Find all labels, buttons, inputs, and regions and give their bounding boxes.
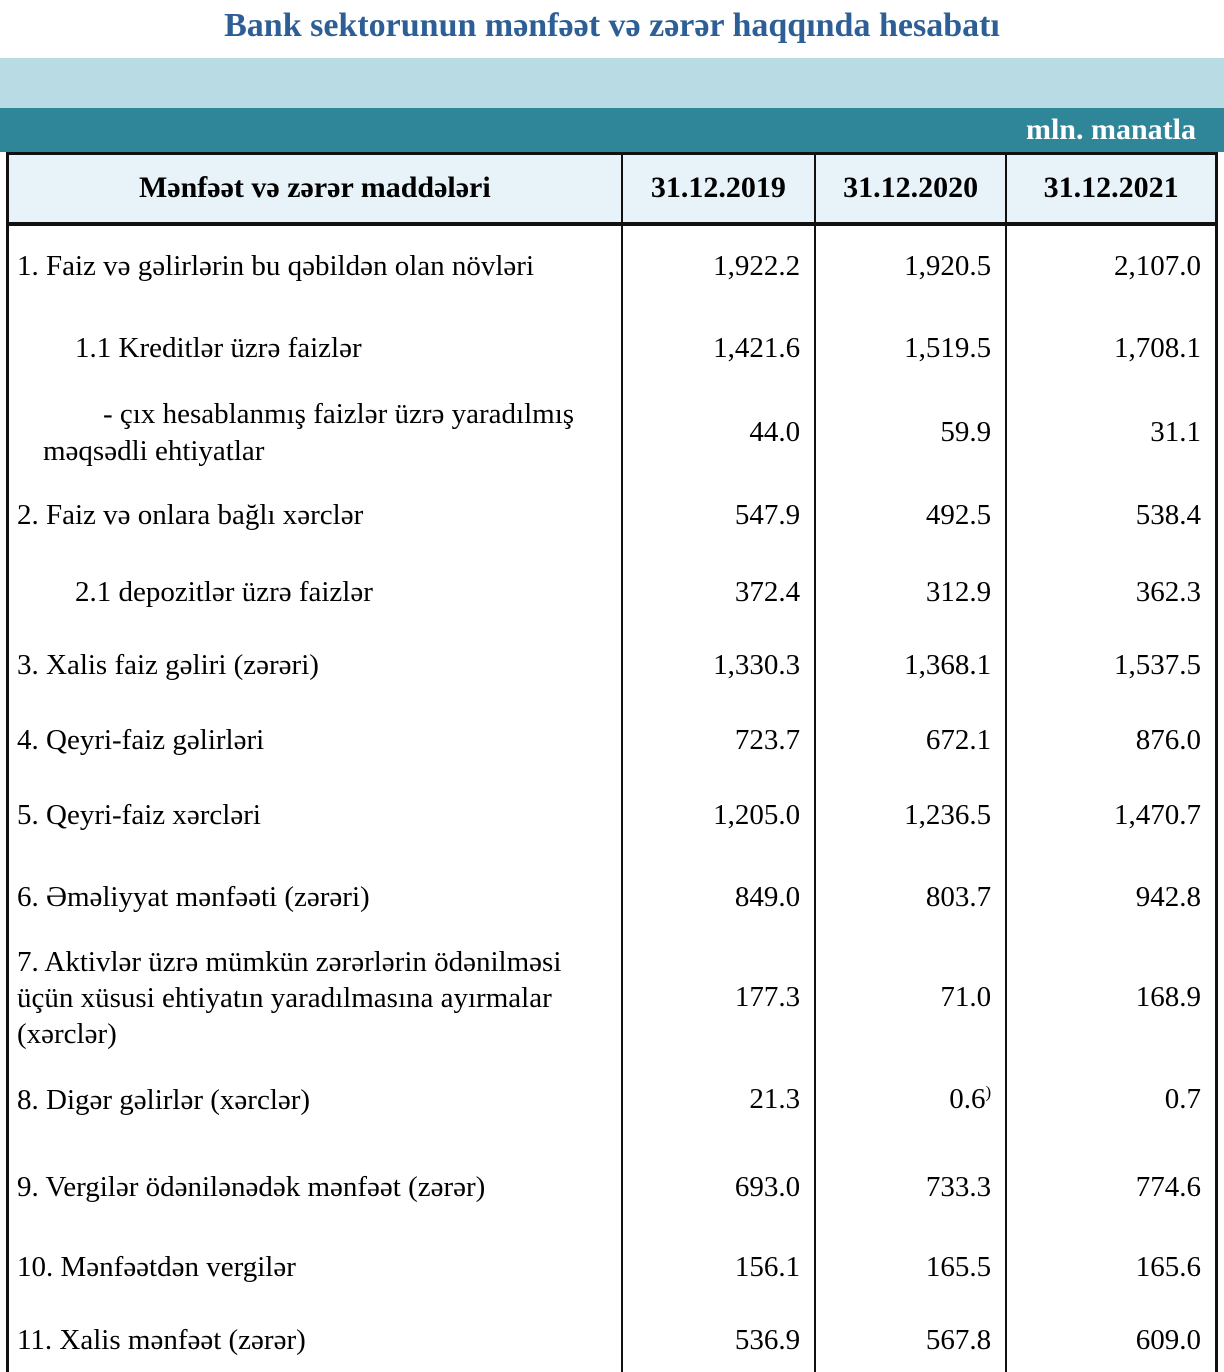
value-cell: 1,922.2	[620, 223, 817, 307]
value-cell: 1,421.6	[620, 306, 817, 390]
table-row: 1. Faiz və gəlirlərin bu qəbildən olan n…	[6, 223, 1218, 307]
header-col-2021: 31.12.2021	[1005, 152, 1218, 226]
value-cell: 168.9	[1005, 942, 1218, 1054]
value-cell: 156.1	[620, 1228, 817, 1307]
value-cell: 942.8	[1005, 852, 1218, 943]
value-cell: 1,470.7	[1005, 778, 1218, 853]
value-cell: 31.1	[1005, 389, 1218, 476]
value-cell: 177.3	[620, 942, 817, 1054]
row-label: 3. Xalis faiz gəliri (zərəri)	[6, 628, 623, 703]
row-label: - çıx hesablanmış faizlər üzrə yaradılmı…	[6, 389, 623, 476]
table-row: 1.1 Kreditlər üzrə faizlər 1,421.6 1,519.5…	[6, 306, 1218, 390]
header-label: Mənfəət və zərər maddələri	[6, 152, 623, 226]
value-cell: 672.1	[814, 702, 1008, 779]
table-row: - çıx hesablanmış faizlər üzrə yaradılmı…	[6, 389, 1218, 476]
value-cell: 2,107.0	[1005, 223, 1218, 307]
row-label: 1.1 Kreditlər üzrə faizlər	[6, 306, 623, 390]
value-cell: 0.7	[1005, 1053, 1218, 1147]
table-row: 10. Mənfəətdən vergilər 156.1 165.5 165.6	[6, 1228, 1218, 1307]
row-label: 9. Vergilər ödənilənədək mənfəət (zərər)	[6, 1146, 623, 1229]
row-label: 4. Qeyri-faiz gəlirləri	[6, 702, 623, 779]
value-cell: 312.9	[814, 555, 1008, 629]
table-body: 1. Faiz və gəlirlərin bu qəbildən olan n…	[6, 223, 1218, 1372]
table-row: 7. Aktivlər üzrə mümkün zərərlərin ödəni…	[6, 942, 1218, 1054]
value-cell: 723.7	[620, 702, 817, 779]
table-row: 6. Əməliyyat mənfəəti (zərəri) 849.0 803.7…	[6, 852, 1218, 943]
value-cell: 1,708.1	[1005, 306, 1218, 390]
row-label: 5. Qeyri-faiz xərcləri	[6, 778, 623, 853]
value-cell: 774.6	[1005, 1146, 1218, 1229]
value-cell: 609.0	[1005, 1306, 1218, 1372]
row-label: 10. Mənfəətdən vergilər	[6, 1228, 623, 1307]
value-cell: 21.3	[620, 1053, 817, 1147]
decorative-band	[0, 58, 1224, 108]
report-table: Mənfəət və zərər maddələri 31.12.2019 31…	[6, 152, 1218, 1372]
value-cell: 803.7	[814, 852, 1008, 943]
table-row: 5. Qeyri-faiz xərcləri 1,205.0 1,236.5 1,47…	[6, 778, 1218, 853]
row-label: 1. Faiz və gəlirlərin bu qəbildən olan n…	[6, 223, 623, 307]
table-row: 11. Xalis mənfəət (zərər) 536.9 567.8 609.0	[6, 1306, 1218, 1372]
value-cell: 547.9	[620, 475, 817, 556]
value-cell: 536.9	[620, 1306, 817, 1372]
value-cell: 1,236.5	[814, 778, 1008, 853]
row-label: 6. Əməliyyat mənfəəti (zərəri)	[6, 852, 623, 943]
header-row: Mənfəət və zərər maddələri 31.12.2019 31…	[6, 152, 1218, 226]
value-cell: 538.4	[1005, 475, 1218, 556]
row-label: 7. Aktivlər üzrə mümkün zərərlərin ödəni…	[6, 942, 623, 1054]
value-cell: 1,920.5	[814, 223, 1008, 307]
value-cell: 1,519.5	[814, 306, 1008, 390]
value-cell: 1,537.5	[1005, 628, 1218, 703]
value-cell: 693.0	[620, 1146, 817, 1229]
value-cell: 1,205.0	[620, 778, 817, 853]
header-col-2020: 31.12.2020	[814, 152, 1008, 226]
value-cell: 44.0	[620, 389, 817, 476]
value-cell: 567.8	[814, 1306, 1008, 1372]
value-cell: 1,368.1	[814, 628, 1008, 703]
table-row: 2. Faiz və onlara bağlı xərclər 547.9 492.…	[6, 475, 1218, 556]
value-cell: 492.5	[814, 475, 1008, 556]
value-cell: 372.4	[620, 555, 817, 629]
value-cell: 876.0	[1005, 702, 1218, 779]
value-cell: 362.3	[1005, 555, 1218, 629]
unit-label: mln. manatla	[1025, 113, 1196, 146]
table-row: 3. Xalis faiz gəliri (zərəri) 1,330.3 1,36…	[6, 628, 1218, 703]
unit-band: mln. manatla	[0, 108, 1224, 152]
row-label: 11. Xalis mənfəət (zərər)	[6, 1306, 623, 1372]
page-title: Bank sektorunun mənfəət və zərər haqqınd…	[224, 7, 1000, 44]
row-label: 2.1 depozitlər üzrə faizlər	[6, 555, 623, 629]
value-cell: 71.0	[814, 942, 1008, 1054]
value-cell: 59.9	[814, 389, 1008, 476]
value-cell: 0.6)	[814, 1053, 1008, 1147]
value-cell: 1,330.3	[620, 628, 817, 703]
value-cell: 733.3	[814, 1146, 1008, 1229]
footnote-mark: )	[985, 1082, 992, 1102]
value-cell: 849.0	[620, 852, 817, 943]
value-cell: 165.6	[1005, 1228, 1218, 1307]
table-row: 4. Qeyri-faiz gəlirləri 723.7 672.1 876.0	[6, 702, 1218, 779]
row-label: 2. Faiz və onlara bağlı xərclər	[6, 475, 623, 556]
table-row: 8. Digər gəlirlər (xərclər) 21.3 0.6) 0.7	[6, 1053, 1218, 1147]
header-col-2019: 31.12.2019	[620, 152, 817, 226]
table-row: 9. Vergilər ödənilənədək mənfəət (zərər)…	[6, 1146, 1218, 1229]
row-label: 8. Digər gəlirlər (xərclər)	[6, 1053, 623, 1147]
value-cell: 165.5	[814, 1228, 1008, 1307]
table-row: 2.1 depozitlər üzrə faizlər 372.4 312.9 362…	[6, 555, 1218, 629]
